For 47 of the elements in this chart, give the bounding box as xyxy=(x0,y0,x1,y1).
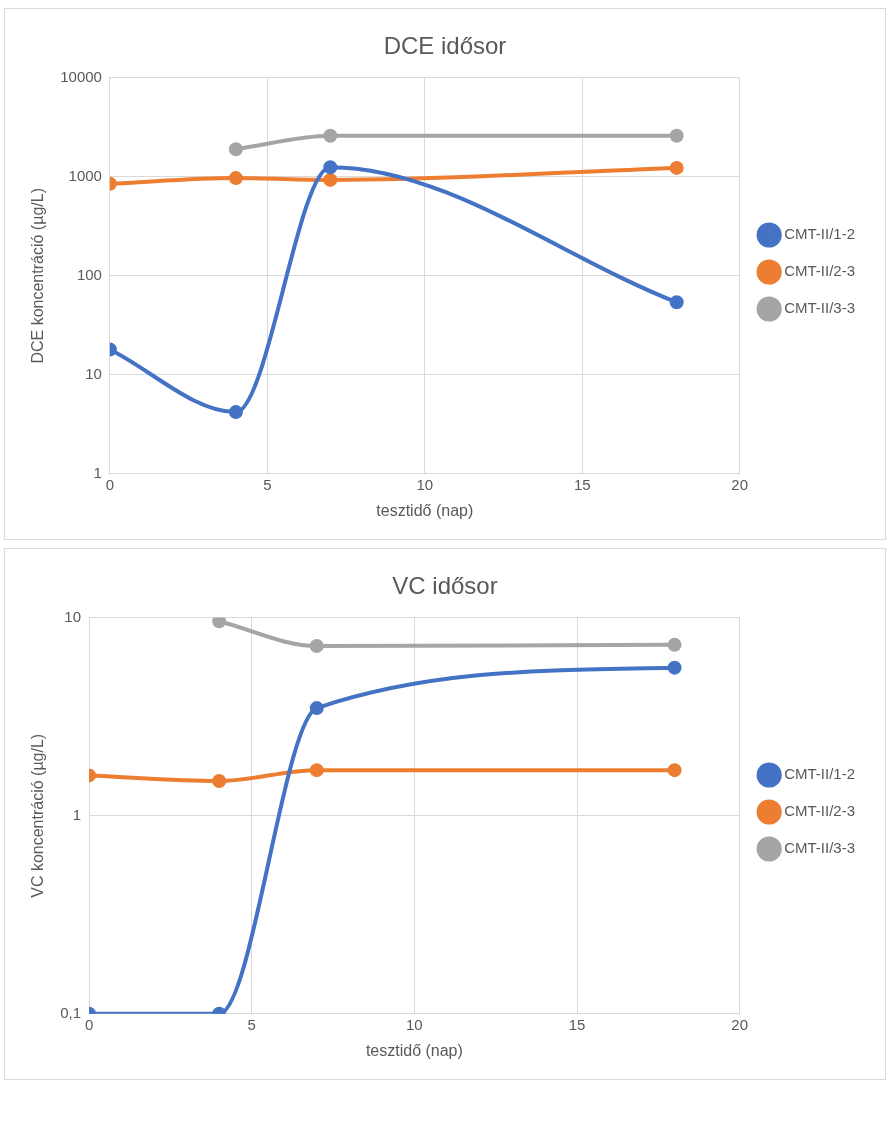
y-tick-label: 1 xyxy=(93,463,102,481)
y-axis-title: VC koncentráció (µg/L) xyxy=(29,733,47,898)
point xyxy=(309,763,324,778)
chart-title: VC idősor xyxy=(392,572,498,600)
point xyxy=(667,637,682,652)
x-tick-label: 5 xyxy=(263,475,272,493)
point xyxy=(667,660,682,675)
x-tick-label: 20 xyxy=(731,475,748,493)
y-tick-label: 1000 xyxy=(68,166,102,184)
y-tick-label: 100 xyxy=(76,265,102,283)
point xyxy=(228,171,243,186)
point xyxy=(669,128,684,143)
x-axis-title: tesztidő (nap) xyxy=(365,1041,463,1059)
point xyxy=(228,142,243,157)
x-tick-label: 10 xyxy=(406,1015,423,1033)
legend-label: CMT-II/3-3 xyxy=(784,299,855,317)
x-tick-label: 5 xyxy=(247,1015,256,1033)
point xyxy=(323,160,338,175)
point xyxy=(323,128,338,143)
legend-label: CMT-II/3-3 xyxy=(784,839,855,857)
point xyxy=(323,172,338,187)
y-tick-label: 1 xyxy=(72,805,82,823)
point xyxy=(669,295,684,310)
x-tick-label: 0 xyxy=(105,475,115,493)
legend-label: CMT-II/2-3 xyxy=(784,262,855,280)
point xyxy=(669,160,684,175)
point xyxy=(228,405,243,420)
point xyxy=(212,773,227,788)
y-tick-label: 10 xyxy=(64,607,82,625)
chart-title: DCE idősor xyxy=(383,32,507,60)
point xyxy=(667,763,682,778)
point xyxy=(309,639,324,654)
y-tick-label: 10000 xyxy=(60,67,102,85)
y-axis-title: DCE koncentráció (µg/L) xyxy=(29,188,47,364)
legend-label: CMT-II/1-2 xyxy=(784,225,855,243)
point xyxy=(309,701,324,716)
x-tick-label: 15 xyxy=(568,1015,586,1033)
legend-label: CMT-II/1-2 xyxy=(784,765,855,783)
legend-label: CMT-II/2-3 xyxy=(784,802,855,820)
x-tick-label: 10 xyxy=(416,475,434,493)
x-tick-label: 20 xyxy=(731,1015,748,1033)
y-tick-label: 10 xyxy=(85,364,102,382)
point xyxy=(212,617,227,629)
x-tick-label: 15 xyxy=(573,475,591,493)
x-axis-title: tesztidő (nap) xyxy=(376,501,474,519)
x-tick-label: 0 xyxy=(84,1015,94,1033)
y-tick-label: 0,1 xyxy=(60,1003,82,1021)
